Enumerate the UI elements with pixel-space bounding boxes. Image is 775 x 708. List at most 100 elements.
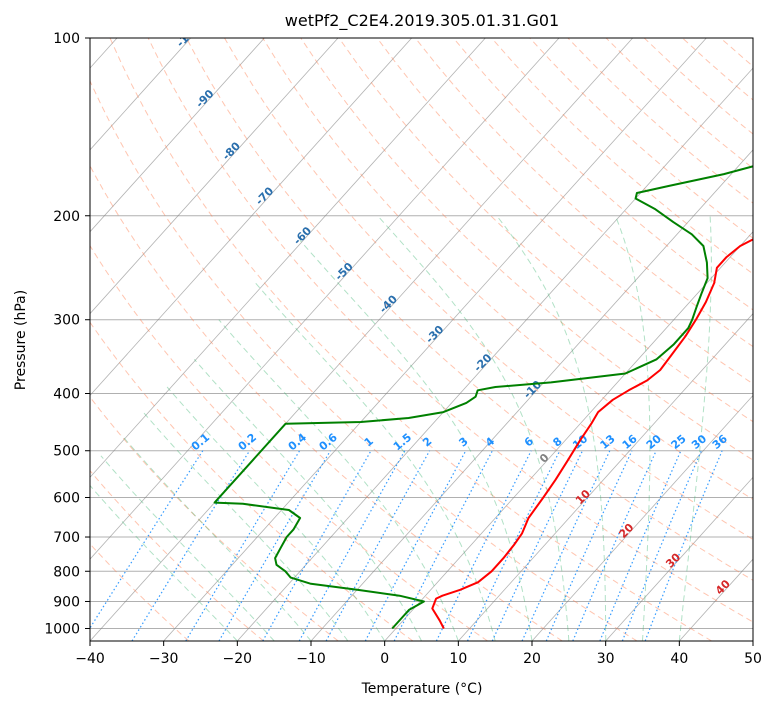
axis-ticks: −40 −30 −20 −10 0 10 20 30 40 5010020030040050060… [44,31,762,667]
background-lines: 0.1 0.2 0.4 0.6 1 1.5 2 3 4 6 8 10 13 16 20 25 30 36-100-… [90,21,775,641]
isotherm-line [90,38,633,641]
y-tick-label: 700 [53,530,80,546]
temperature-line [431,238,753,629]
dry-adiabat-label: -10 [521,378,544,401]
dry-adiabat [90,79,638,641]
moist-adiabat [255,282,496,641]
isotherm-line [163,38,707,641]
moist-adiabat [299,239,533,641]
x-tick-label: −40 [75,651,105,667]
mixing-ratio-label: 25 [669,432,689,452]
mixing-ratio-label: 10 [570,432,590,452]
dry-adiabat [567,38,753,204]
isotherm-line [90,38,412,397]
dry-adiabat [90,396,339,641]
dry-adiabat-label: -70 [253,184,276,207]
moist-adiabat [90,484,238,641]
y-tick-label: 400 [53,387,80,403]
y-tick-label: 100 [53,31,80,47]
mixing-ratio-line [572,450,657,641]
dry-adiabat [90,244,488,641]
dry-adiabat-label: -20 [471,351,494,374]
moist-adiabat-label: 40 [713,577,733,597]
x-tick-label: 20 [523,651,541,667]
isotherm-line [458,312,753,641]
dry-adiabat [109,38,712,641]
y-tick-label: 300 [53,313,80,329]
mixing-ratio-label: 0.2 [236,431,259,453]
dewpoint-line [213,165,753,630]
mixing-ratio-label: 0.6 [317,431,341,454]
dry-adiabat [90,543,190,641]
moist-adiabat-label: 10 [573,487,593,507]
isotherm-line [90,38,486,478]
moist-adiabat [496,215,607,641]
x-axis-label: Temperature (°C) [361,681,483,697]
y-tick-label: 900 [53,594,80,610]
moist-adiabat [121,434,312,641]
dry-adiabat [759,38,775,641]
dry-adiabat [529,38,753,239]
y-tick-label: 800 [53,564,80,580]
moist-adiabat-label: 30 [663,550,683,570]
isotherm-line [605,476,753,641]
profiles [213,165,753,630]
mixing-ratio-label: 20 [644,432,664,452]
dry-adiabat [682,38,753,101]
isotherm-line [752,640,753,641]
isotherm-line [384,231,753,641]
dry-adiabat-label: -100 [174,21,203,50]
x-tick-label: −10 [296,651,326,667]
mixing-ratio-line [298,450,406,641]
mixing-ratio-line [393,450,493,641]
mixing-ratio-label: 30 [689,432,709,452]
mixing-ratio-line [491,450,584,641]
dry-adiabat-label: -60 [291,224,314,247]
moist-adiabat [166,386,386,641]
dry-adiabat [491,38,753,275]
y-tick-label: 1000 [44,621,80,637]
mixing-ratio-line [131,450,251,641]
isotherm-line [90,38,191,151]
dry-adiabat [224,38,753,541]
x-tick-label: −30 [149,651,179,667]
isotherm-line [531,394,753,641]
isotherm-line [310,149,753,641]
x-tick-label: 10 [449,651,467,667]
x-tick-label: 30 [597,651,615,667]
isotherm-line [90,38,265,233]
dry-adiabat-label: -80 [220,139,243,162]
dry-adiabat [414,38,753,348]
moist-adiabat [193,358,422,641]
mixing-ratio-label: 1.5 [391,431,414,453]
dry-adiabat-label: -50 [332,260,355,283]
x-tick-label: 0 [380,651,389,667]
moist-adiabat [377,215,570,641]
dry-adiabat-label: -90 [193,87,216,110]
y-axis-label: Pressure (hPa) [13,290,29,390]
plot-frame [89,37,754,642]
mixing-ratio-label: 6 [522,434,536,449]
mixing-ratio-line [90,450,204,630]
mixing-ratio-line [599,450,682,641]
moist-adiabat [100,455,275,641]
y-tick-label: 600 [53,490,80,506]
y-tick-label: 200 [53,209,80,225]
mixing-ratio-line [621,450,702,641]
dry-adiabat [90,321,414,641]
dry-adiabat [605,38,753,169]
mixing-ratio-label: 0.4 [286,431,310,454]
x-tick-label: 40 [670,651,688,667]
dry-adiabat [90,164,563,641]
isotherm-line [90,38,339,315]
moist-adiabat [678,215,712,641]
x-tick-label: 50 [744,651,762,667]
x-tick-label: −20 [223,651,253,667]
dry-adiabat [720,38,753,67]
dry-adiabat [90,469,264,641]
moist-adiabat-label: 20 [616,521,636,541]
isotherm-line [679,558,753,641]
isotherm-line [237,67,753,641]
moist-adiabat [615,215,651,641]
moist-adiabat [218,319,459,641]
